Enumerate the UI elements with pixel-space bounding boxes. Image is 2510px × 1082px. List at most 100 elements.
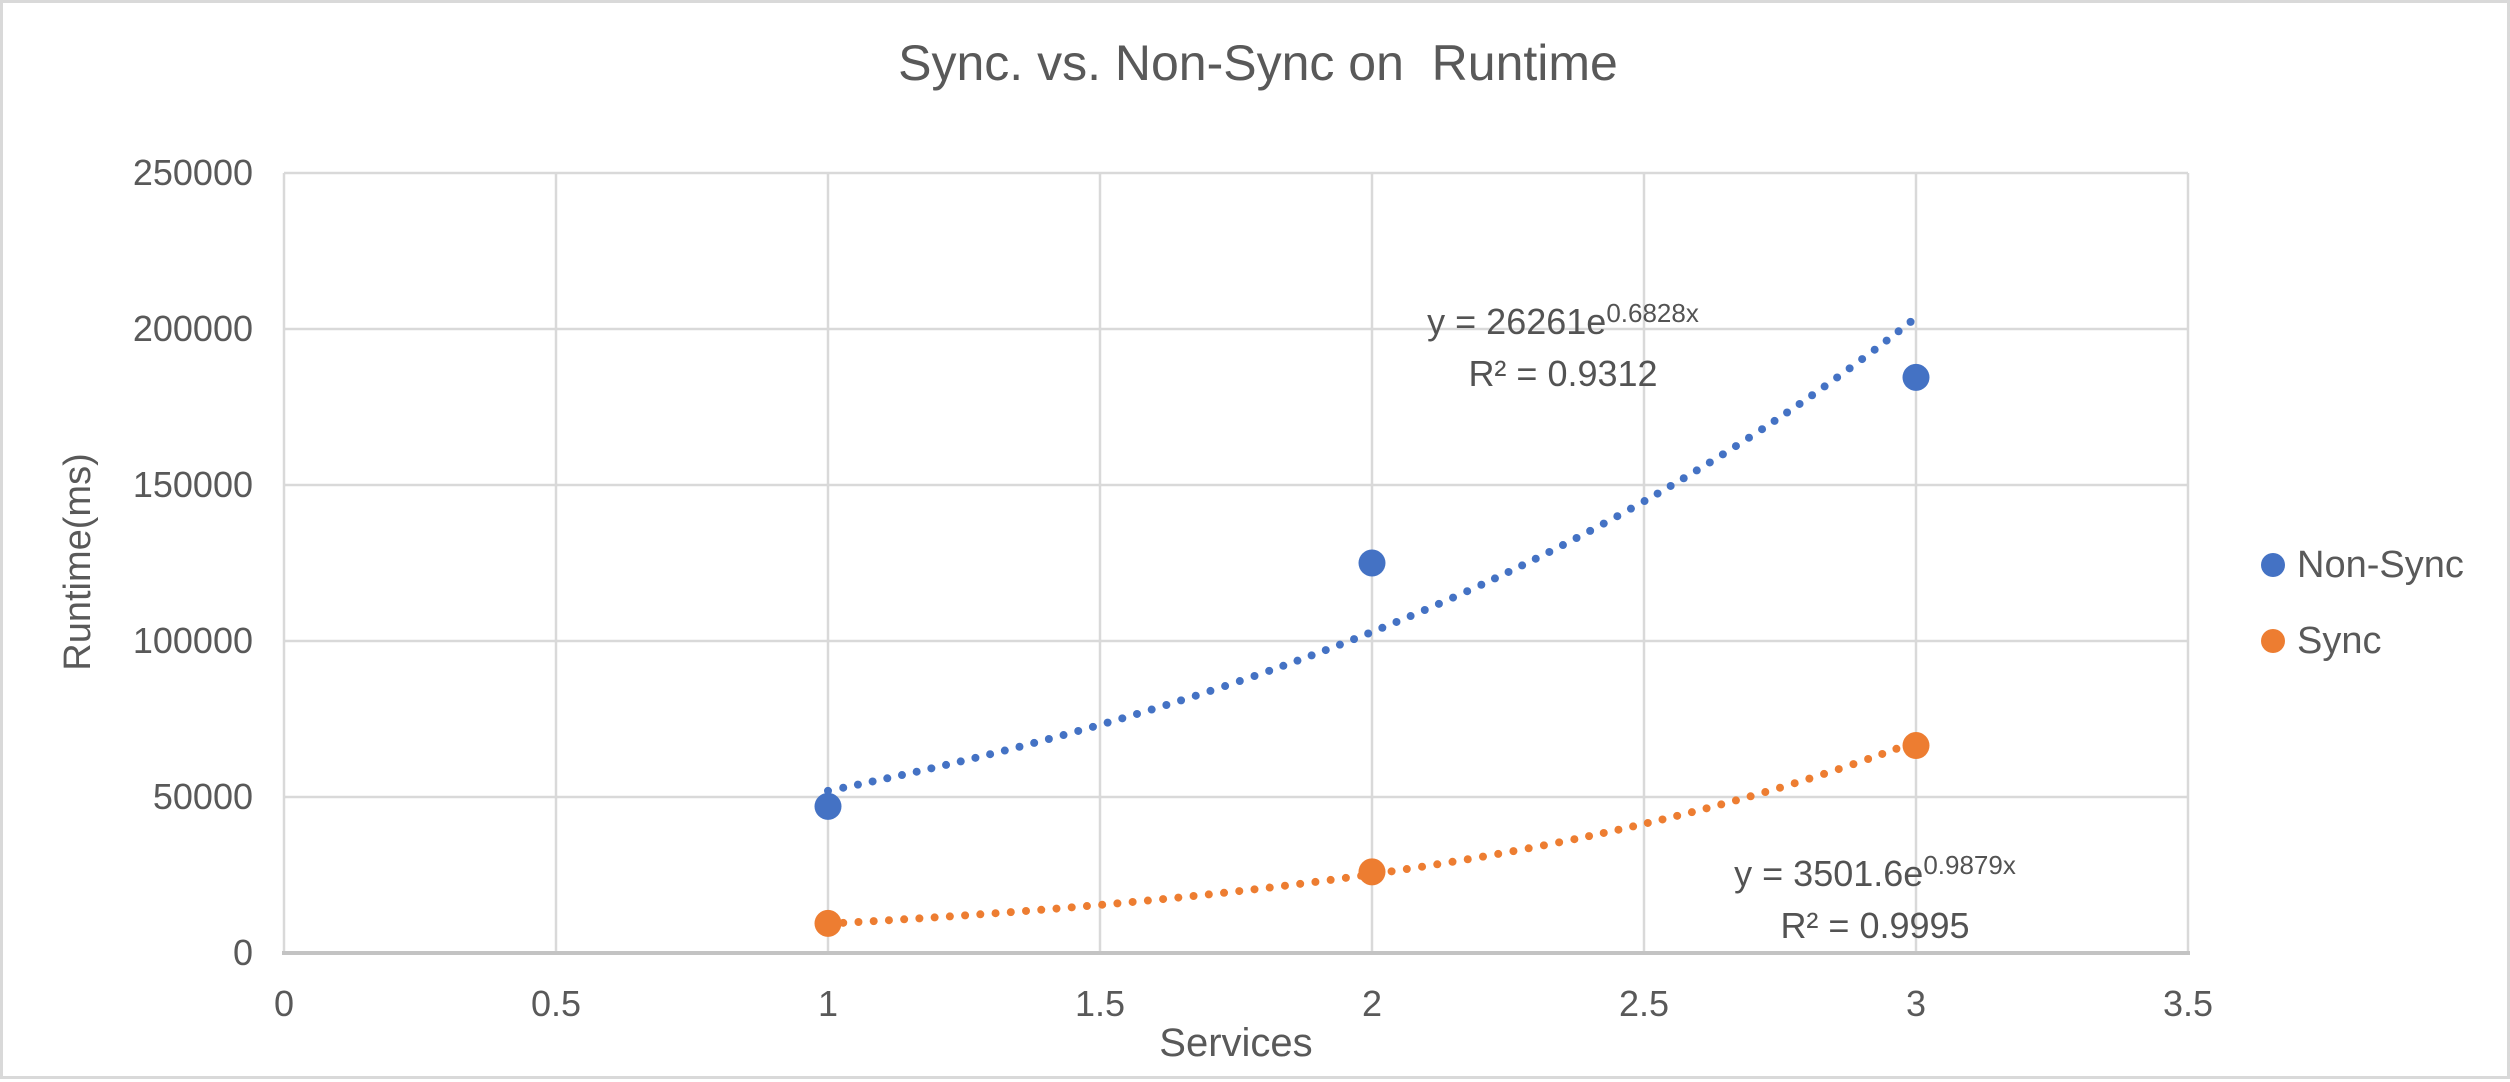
x-axis-tick-label: 3.5 (2162, 983, 2214, 1024)
trendline-dot-non-sync (1653, 489, 1662, 498)
trendline-dot-sync (1539, 841, 1548, 850)
trendline-dot-sync (1820, 769, 1829, 778)
trendline-dot-sync (1864, 755, 1873, 764)
trendline-dot-non-sync (1626, 504, 1635, 513)
trendline-dot-sync (1189, 892, 1198, 901)
trendline-dot-sync (1687, 808, 1696, 817)
chart-title: Sync. vs. Non-Sync on Runtime (898, 35, 1618, 91)
trendline-dot-non-sync (1293, 656, 1302, 665)
trendline-dot-non-sync (1449, 593, 1458, 602)
trendline-dot-non-sync (1378, 623, 1387, 632)
trendline-dot-sync (1570, 835, 1579, 844)
trendline-dot-sync (1524, 844, 1533, 853)
data-point-sync (1902, 732, 1930, 760)
data-point-non-sync (814, 792, 842, 820)
trendline-dot-sync (1761, 788, 1770, 797)
trendline-r-squared: R² = 0.9995 (1780, 905, 1970, 946)
trendline-dot-non-sync (1221, 682, 1230, 691)
trendline-dot-non-sync (897, 771, 906, 780)
trendline-dot-non-sync (1744, 433, 1753, 442)
trendline-dot-sync (1143, 896, 1152, 905)
trendline-equation-text: y = 26261e0.6828x (1427, 298, 1699, 342)
trendline-dot-sync (976, 910, 985, 919)
y-axis-tick-label: 250000 (132, 152, 253, 193)
trendline-dot-non-sync (942, 760, 951, 769)
trendline-dot-non-sync (1307, 651, 1316, 660)
trendline-dot-sync (1098, 900, 1107, 909)
legend-label: Non-Sync (2297, 543, 2464, 586)
trendline-dot-sync (1235, 887, 1244, 896)
trendline-dot-non-sync (1147, 705, 1156, 714)
trendline-dot-sync (1159, 895, 1168, 904)
trendline-dot-non-sync (1000, 746, 1009, 755)
trendline-dot-sync (1673, 811, 1682, 820)
trendline-equation-text: y = 3501.6e0.9879x (1734, 850, 2016, 894)
data-point-sync (814, 909, 842, 937)
trendline-dot-sync (1113, 899, 1122, 908)
trendline-dot-non-sync (1504, 567, 1513, 576)
x-axis-title: Services (1159, 1021, 1313, 1065)
y-axis-tick-label: 200000 (132, 308, 253, 349)
trendline-dot-non-sync (1059, 731, 1068, 740)
trendline-dot-non-sync (1191, 691, 1200, 700)
trendline-dot-sync (1776, 783, 1784, 792)
trendline-dot-sync (1849, 760, 1858, 769)
trendline-dot-non-sync (1679, 474, 1688, 483)
trendline-dot-sync (1280, 881, 1289, 890)
trendline-dot-sync (1052, 904, 1061, 913)
trendline-dot-non-sync (1870, 345, 1879, 354)
trendline-dot-sync (1250, 885, 1259, 894)
trendline-dot-non-sync (1118, 714, 1127, 723)
trendline-dot-non-sync (1758, 425, 1767, 434)
trendline-dot-non-sync (1666, 481, 1675, 490)
trendline-dot-sync (1585, 832, 1594, 841)
trendline-dot-non-sync (1572, 534, 1581, 543)
x-axis-tick-label: 0.5 (530, 983, 582, 1024)
legend-marker-nonsync (2261, 553, 2285, 577)
trendline-dot-non-sync (1177, 696, 1186, 705)
trendline-dot-non-sync (1279, 661, 1288, 670)
trendline-dot-sync (1402, 865, 1411, 874)
trendline-dot-non-sync (1906, 317, 1915, 326)
trendline-dot-sync (915, 914, 924, 923)
equation-exponent: 0.9879x (1923, 850, 2016, 880)
trendline-dot-non-sync (868, 777, 877, 786)
trendline-dot-non-sync (1206, 686, 1215, 695)
trendline-dot-sync (1509, 847, 1518, 856)
trendline-dot-sync (1834, 765, 1843, 774)
trendline-dot-sync (1006, 908, 1015, 917)
trendline-dot-sync (869, 917, 878, 926)
y-axis-tick-label: 100000 (132, 620, 253, 661)
trendline-dot-sync (1702, 804, 1711, 813)
x-axis-tick-label: 2 (1361, 983, 1383, 1024)
trendline-dot-sync (961, 911, 970, 920)
trendline-dot-non-sync (1833, 373, 1842, 382)
trendline-dot-non-sync (1162, 701, 1171, 710)
trendline-dot-sync (900, 915, 909, 924)
data-point-sync (1358, 858, 1386, 886)
trendline-dot-non-sync (1586, 526, 1595, 535)
trendline-dot-non-sync (1705, 458, 1714, 467)
legend-marker-sync (2261, 629, 2285, 653)
trendline-dot-sync (1599, 828, 1608, 837)
trendline-dot-non-sync (1335, 640, 1344, 649)
trendline-dot-non-sync (1463, 587, 1472, 596)
trendline-dot-non-sync (912, 767, 921, 776)
trendline-dot-sync (1746, 792, 1755, 801)
x-axis-tick-label: 1.5 (1074, 983, 1126, 1024)
legend-item-nonsync: Non-Sync (2261, 543, 2464, 587)
trendline-dot-non-sync (1518, 561, 1527, 570)
trendline-dot-sync (1128, 897, 1137, 906)
trendline-dot-non-sync (971, 753, 980, 762)
trendline-dot-non-sync (1321, 646, 1330, 655)
trendline-dot-non-sync (1545, 547, 1554, 556)
trendline-dot-non-sync (1783, 408, 1792, 417)
trendline-dot-non-sync (1235, 677, 1244, 686)
trendline-dot-sync (1478, 852, 1487, 861)
trendline-dot-sync (1341, 873, 1350, 882)
trendline-dot-non-sync (1882, 336, 1891, 345)
plot-area (282, 171, 2190, 955)
trendline-dot-non-sync (986, 750, 995, 759)
trendline-dot-sync (1326, 875, 1335, 884)
trendline-dot-sync (884, 916, 893, 925)
